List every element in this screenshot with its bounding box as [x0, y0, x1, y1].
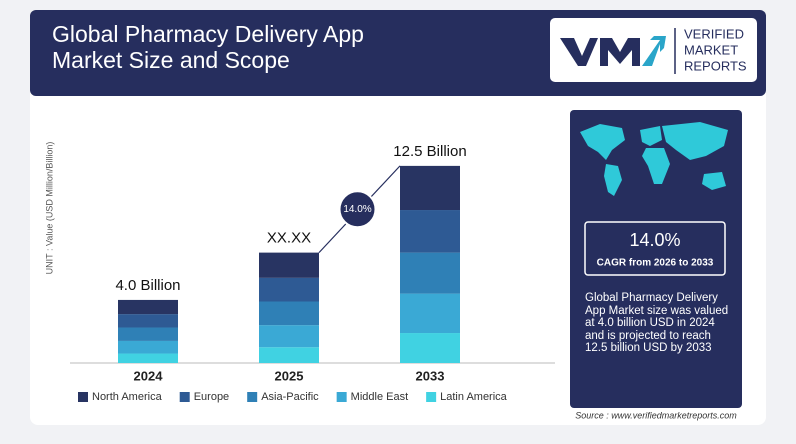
- logo-arrow: [642, 36, 666, 66]
- bar-segment: [118, 327, 178, 341]
- cagr-bubble: [338, 190, 377, 229]
- bar-segment: [400, 293, 460, 334]
- bar-segment: [400, 165, 460, 211]
- legend-swatch: [247, 392, 258, 402]
- bar-segment: [400, 252, 460, 294]
- bar-segment: [259, 277, 319, 302]
- bar-segment: [259, 325, 319, 348]
- bar-segment: [400, 210, 460, 253]
- cagr-value: 14.0%: [629, 230, 680, 250]
- logo-text: VERIFIED: [684, 26, 744, 41]
- logo-m: [600, 38, 640, 66]
- bar-segment: [400, 333, 460, 363]
- x-tick-label: 2025: [275, 368, 304, 383]
- logo-text: MARKET: [684, 42, 738, 57]
- legend-swatch: [336, 392, 347, 402]
- total-label: 4.0 Billion: [115, 277, 180, 294]
- x-tick-label: 2033: [416, 368, 445, 383]
- description-wrap: Global Pharmacy Delivery App Market size…: [585, 292, 729, 354]
- logo-v: [560, 38, 598, 66]
- bar-segment: [118, 353, 178, 363]
- legend-label: Middle East: [351, 391, 408, 403]
- x-tick-label: 2024: [134, 368, 164, 383]
- bar-segment: [259, 301, 319, 326]
- legend-swatch: [179, 392, 190, 402]
- title-line: Global Pharmacy Delivery App: [52, 21, 364, 47]
- cagr-bubble-text: 14.0%: [343, 204, 371, 215]
- cagr-label: CAGR from 2026 to 2033: [597, 258, 714, 269]
- legend-label: North America: [92, 391, 163, 403]
- legend-label: Latin America: [440, 391, 508, 403]
- legend-swatch: [78, 392, 88, 402]
- total-label: 12.5 Billion: [393, 143, 466, 160]
- legend-swatch: [426, 392, 437, 402]
- legend-label: Asia-Pacific: [261, 391, 319, 403]
- bar-segment: [259, 347, 319, 363]
- bar-segment: [118, 340, 178, 354]
- bar-segment: [118, 299, 178, 315]
- bar-segment: [118, 314, 178, 328]
- y-axis-label: UNIT : Value (USD Million/Billion): [44, 142, 54, 275]
- world-map: [580, 122, 728, 196]
- logo-text: REPORTS: [684, 58, 747, 73]
- title-line: Market Size and Scope: [52, 47, 290, 73]
- source: Source : www.verifiedmarketreports.com: [575, 410, 737, 420]
- cagr-box: [584, 221, 726, 276]
- bar-segment: [259, 252, 319, 278]
- legend-label: Europe: [194, 391, 229, 403]
- description: Global Pharmacy Delivery App Market size…: [585, 292, 729, 354]
- total-label: XX.XX: [267, 230, 311, 247]
